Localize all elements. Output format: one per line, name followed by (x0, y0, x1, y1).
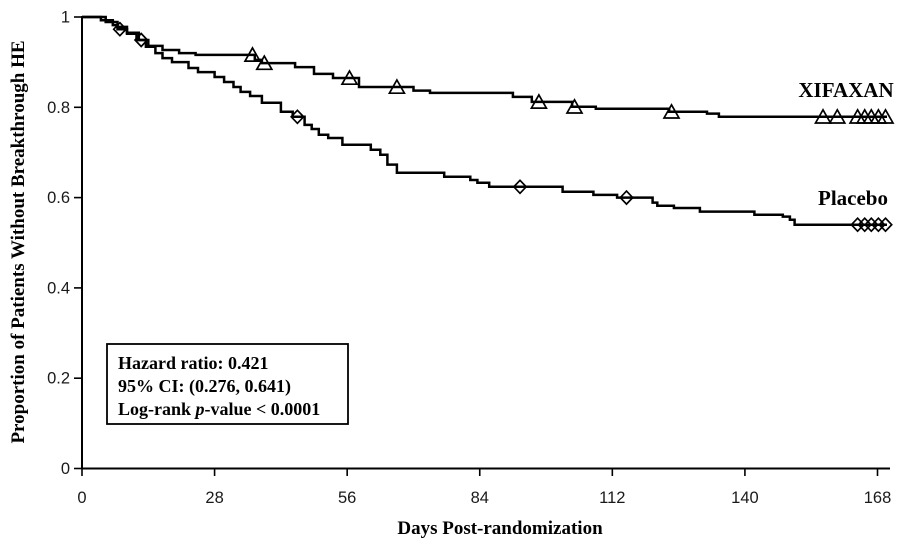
triangle-censor-marker (565, 98, 584, 114)
x-tick-label: 112 (599, 489, 625, 507)
y-axis-title: Proportion of Patients Without Breakthro… (8, 40, 29, 443)
annotation-pvalue-pre: Log-rank (118, 399, 196, 419)
triangle-censor-marker (662, 103, 681, 119)
x-tick-label: 56 (338, 489, 356, 507)
triangle-censor-marker (387, 78, 406, 95)
y-tick-label: 1 (61, 9, 70, 27)
y-tick-label: 0.8 (47, 99, 70, 117)
triangle-censor-marker (243, 46, 262, 62)
triangle-censor-marker (814, 108, 832, 124)
diamond-censor-marker (112, 21, 128, 37)
triangle-censor-marker (255, 54, 274, 71)
triangle-censor-marker (828, 108, 847, 124)
triangle-censor-marker (340, 69, 359, 86)
diamond-censor-marker (619, 189, 634, 206)
stats-annotation-box: Hazard ratio: 0.421 95% CI: (0.276, 0.64… (106, 343, 349, 425)
annotation-pvalue-p: p (194, 399, 205, 419)
x-tick-label: 140 (731, 489, 759, 507)
y-tick-label: 0.2 (47, 370, 70, 388)
triangle-censor-marker (876, 108, 895, 124)
y-tick-label: 0 (61, 460, 70, 478)
triangle-censor-marker (529, 93, 548, 109)
diamond-censor-marker (878, 216, 893, 233)
diamond-censor-marker (857, 216, 873, 233)
annotation-hazard-ratio: Hazard ratio: 0.421 (118, 353, 268, 373)
series-label-xifaxan: XIFAXAN (798, 78, 893, 102)
series-label-placebo: Placebo (818, 186, 888, 210)
diamond-censor-marker (512, 179, 528, 195)
annotation-ci: 95% CI: (0.276, 0.641) (118, 376, 291, 397)
x-tick-label: 84 (471, 489, 489, 507)
axes (81, 16, 890, 470)
x-tick-label: 0 (77, 489, 86, 507)
y-tick-label: 0.4 (47, 279, 70, 297)
annotation-border (106, 343, 349, 425)
x-tick-label: 168 (864, 489, 892, 507)
x-tick-label: 28 (205, 489, 223, 507)
chart-layer: 0 28 56 84 112 140 168 1 0.8 0.6 0.4 0.2 0 (47, 9, 895, 507)
annotation-pvalue: Log-rank p-value < 0.0001 (118, 399, 320, 419)
x-axis-title: Days Post-randomization (397, 518, 603, 539)
y-tick-label: 0.6 (47, 189, 70, 207)
annotation-pvalue-post: -value < 0.0001 (205, 399, 321, 419)
placebo-survival-curve (82, 15, 887, 226)
diamond-censor-marker (290, 109, 305, 125)
diamond-censor-marker (133, 32, 149, 48)
